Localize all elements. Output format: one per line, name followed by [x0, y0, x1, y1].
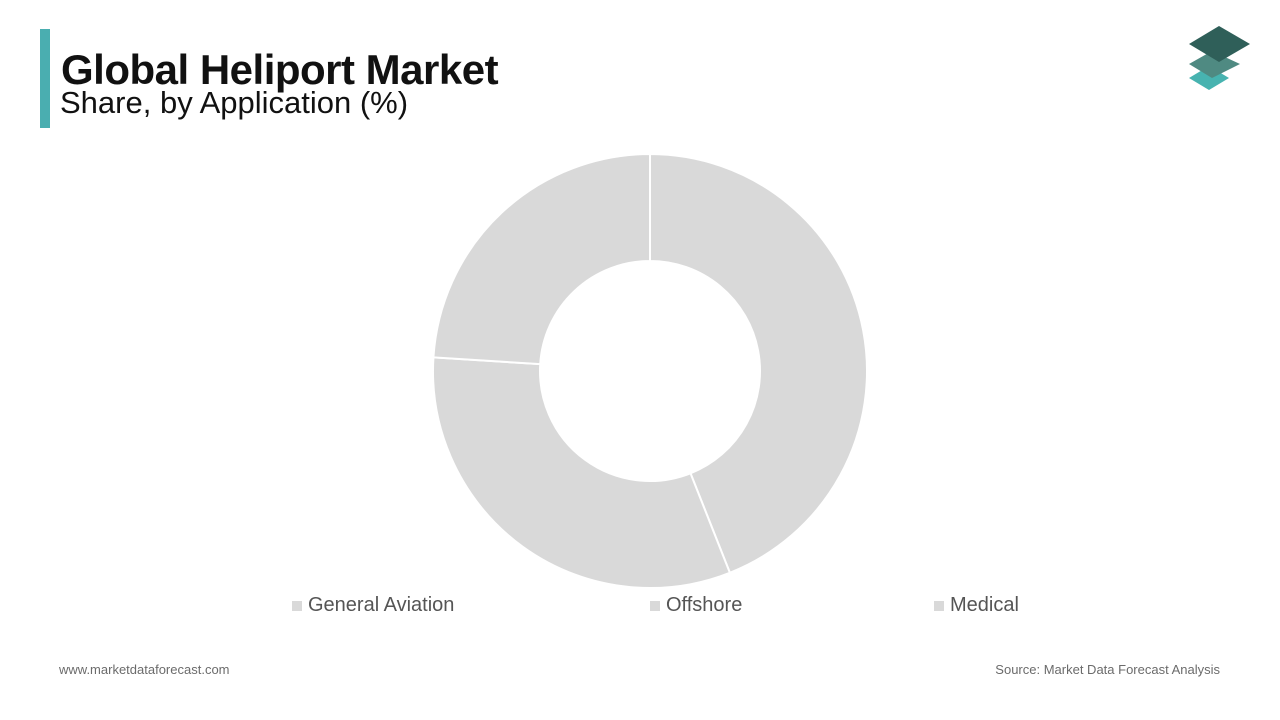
- footer-website: www.marketdataforecast.com: [59, 662, 230, 677]
- brand-logo-icon: [1189, 26, 1250, 90]
- slice-offshore: [432, 356, 732, 589]
- legend-label: Medical: [950, 594, 1019, 616]
- legend-item-medical: Medical: [934, 594, 1019, 617]
- logo-layer-middle: [1189, 51, 1240, 78]
- chart-legend: General Aviation Offshore Medical: [0, 594, 1280, 620]
- slice-medical: [432, 152, 651, 366]
- footer-source: Source: Market Data Forecast Analysis: [995, 662, 1220, 677]
- chart-subtitle: Share, by Application (%): [60, 85, 409, 120]
- legend-item-offshore: Offshore: [650, 594, 742, 617]
- chart-title: Global Heliport Market: [61, 46, 499, 93]
- legend-label: General Aviation: [308, 594, 455, 616]
- legend-swatch: [934, 600, 944, 611]
- legend-swatch: [292, 600, 302, 611]
- title-accent-bar: [40, 29, 50, 128]
- slice-general-aviation: [649, 152, 868, 575]
- legend-item-general-aviation: General Aviation: [292, 594, 454, 617]
- logo-layer-top: [1189, 26, 1250, 62]
- legend-label: Offshore: [666, 594, 743, 616]
- legend-swatch: [650, 600, 660, 611]
